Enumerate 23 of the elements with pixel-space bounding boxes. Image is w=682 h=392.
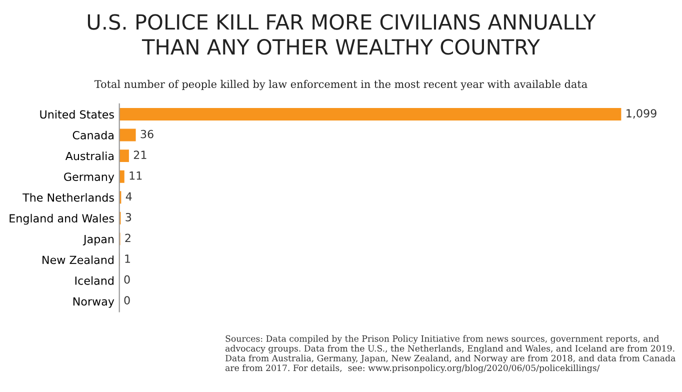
chart-subtitle: Total number of people killed by law enforcement in the most recent year with available data [94, 80, 588, 90]
y-tick-label: Iceland [75, 276, 114, 285]
y-tick-label: Japan [82, 235, 114, 246]
y-tick-label: New Zealand [42, 255, 114, 264]
data-label: 3 [126, 212, 132, 222]
data-label: 0 [124, 275, 130, 284]
y-tick-label: The Netherlands [22, 193, 114, 202]
data-label: 11 [130, 172, 142, 180]
data-label: 2 [125, 234, 130, 242]
data-label: 0 [124, 296, 130, 304]
data-label: 1,099 [626, 109, 656, 119]
data-label: 4 [126, 192, 132, 200]
data-label: 36 [140, 130, 154, 138]
y-tick-label: Germany [64, 172, 114, 184]
data-label: 21 [134, 150, 146, 159]
data-label: 1 [125, 254, 130, 263]
y-tick-label: United States [40, 110, 114, 119]
source-note: Sources: Data compiled by the Prison Policy Initiative from news sources, government reports, and advocacy groups. Data from the U.S., the Netherlands, England and Wales, and Iceland are from 2019. Data from Australia, Germany, Japan, New Zealand, and Norway are from 2018, and data from Canada are from 2017. For details, see: www.prisonpolicy.org/blog/2020/06/05/policekillings/ [225, 335, 676, 373]
chart-title: U.S. POLICE KILL FAR MORE CIVILIANS ANNUALLY THAN ANY OTHER WEALTHY COUNTRY [88, 14, 596, 55]
y-tick-label: Australia [65, 152, 114, 160]
y-tick-label: England and Wales [10, 214, 114, 225]
y-tick-label: Norway [73, 297, 114, 308]
y-tick-label: Canada [72, 130, 114, 140]
